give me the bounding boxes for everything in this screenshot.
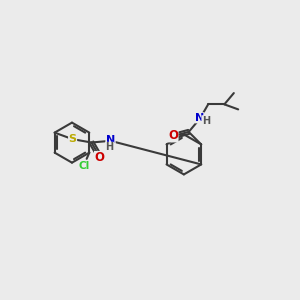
Text: H: H (106, 142, 114, 152)
Text: N: N (195, 113, 204, 123)
Text: O: O (94, 152, 105, 164)
Text: S: S (69, 134, 76, 144)
Text: Cl: Cl (78, 161, 90, 172)
Text: N: N (106, 135, 115, 145)
Text: O: O (168, 129, 178, 142)
Text: H: H (202, 116, 210, 126)
